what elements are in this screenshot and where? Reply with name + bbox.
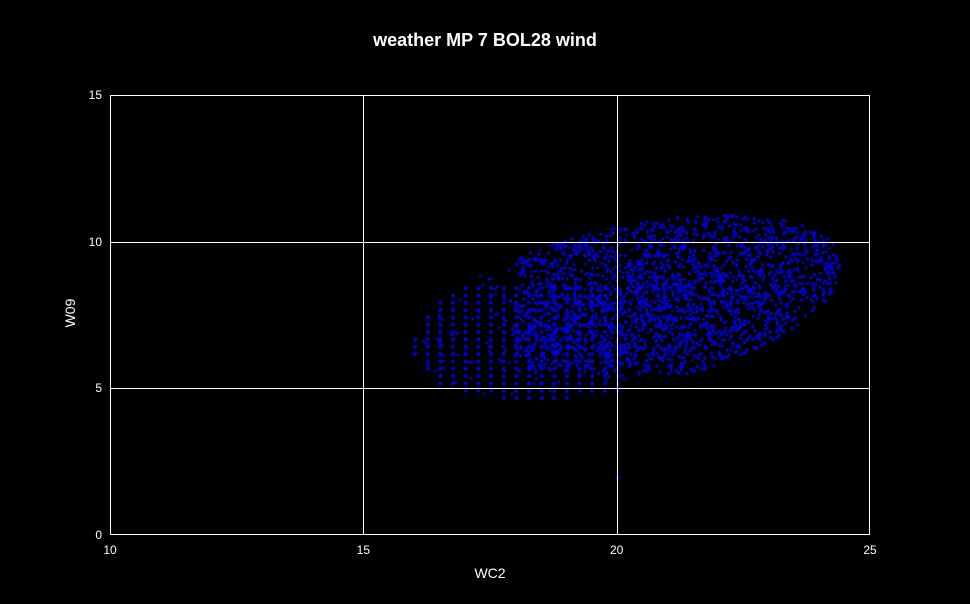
x-axis-label: WC2 [110,565,870,581]
y-tick-label: 15 [76,88,102,102]
scatter-points [111,96,871,536]
x-tick-label: 25 [863,543,876,557]
chart-container: weather MP 7 BOL28 wind 10152025 051015 … [0,0,970,604]
x-tick-label: 20 [610,543,623,557]
x-tick-label: 10 [103,543,116,557]
y-tick-label: 5 [76,381,102,395]
gridline-vertical [617,95,618,535]
gridline-vertical [363,95,364,535]
gridline-horizontal [110,242,870,243]
gridline-horizontal [110,388,870,389]
y-tick-label: 0 [76,528,102,542]
plot-area [110,95,870,535]
y-tick-label: 10 [76,235,102,249]
chart-title: weather MP 7 BOL28 wind [0,30,970,51]
x-tick-label: 15 [357,543,370,557]
y-axis-label: W09 [62,273,78,353]
